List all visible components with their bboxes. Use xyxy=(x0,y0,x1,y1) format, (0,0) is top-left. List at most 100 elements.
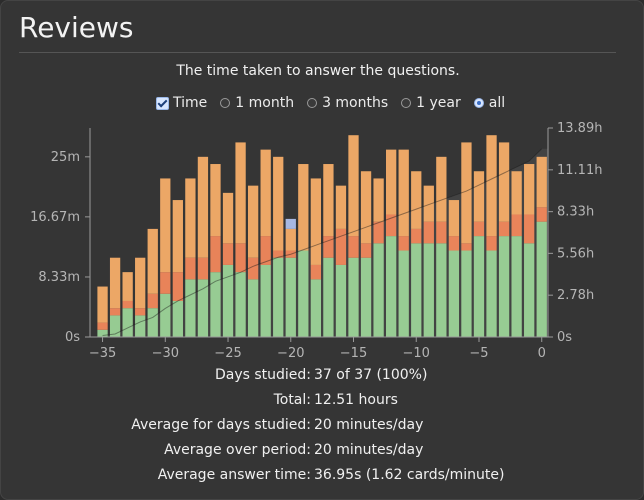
stat-label: Total: xyxy=(273,392,311,408)
y-tick-label-right: 8.33h xyxy=(557,205,594,220)
bar-segment xyxy=(398,149,409,237)
bar-segment xyxy=(473,221,485,237)
bar-segment xyxy=(135,308,146,316)
bar-segment xyxy=(436,243,447,337)
bar-segment xyxy=(360,257,372,337)
bar-segment xyxy=(185,178,196,258)
bar-segment xyxy=(524,243,535,337)
bar-segment xyxy=(373,221,384,244)
radio-unselected-icon[interactable] xyxy=(401,98,412,108)
range-radio-1-month[interactable]: 1 month xyxy=(220,95,294,111)
bar-segment xyxy=(335,185,347,229)
bar-segment xyxy=(473,171,485,222)
y-tick-label-left: 8.33m xyxy=(38,270,80,285)
bar-segment xyxy=(373,178,384,222)
stat-value: 37 of 37 (100%) xyxy=(314,367,428,383)
bar-segment xyxy=(411,243,422,337)
bar-segment xyxy=(323,236,334,258)
bar-segment xyxy=(536,221,547,337)
stats-row: Average over period: 20 minutes/day xyxy=(1,442,644,462)
stats-row: Average for days studied: 20 minutes/day xyxy=(1,417,644,437)
stat-value: 20 minutes/day xyxy=(314,442,424,458)
bar-segment xyxy=(247,185,259,258)
bar-segment xyxy=(210,272,221,337)
bar-segment xyxy=(335,228,347,265)
bar-segment xyxy=(172,300,183,337)
bar-segment xyxy=(222,243,234,265)
bar-segment xyxy=(298,164,309,251)
cumulative-area xyxy=(97,148,548,337)
x-tick-label: −10 xyxy=(403,346,430,361)
bar-segment xyxy=(323,164,334,237)
bar-segment xyxy=(461,250,472,337)
stats-row: Average answer time: 36.95s (1.62 cards/… xyxy=(1,467,644,487)
bar-segment xyxy=(298,250,309,337)
radio-unselected-icon[interactable] xyxy=(220,98,231,108)
bar-segment xyxy=(373,243,384,337)
bar-segment xyxy=(122,300,133,309)
bar-segment xyxy=(524,164,535,215)
range-radio-1-year[interactable]: 1 year xyxy=(401,95,461,111)
x-tick-label: −5 xyxy=(469,346,488,361)
bar-segment xyxy=(461,243,472,251)
bar-segment xyxy=(310,279,322,337)
title-divider xyxy=(19,52,616,53)
bar-segment xyxy=(524,214,535,244)
bar-segment xyxy=(473,236,485,337)
bar-segment xyxy=(109,308,121,316)
bar-segment xyxy=(310,178,322,265)
y-tick-label-left: 25m xyxy=(51,150,80,165)
bar-segment xyxy=(197,279,209,337)
page-title: Reviews xyxy=(19,11,134,44)
bar-segment xyxy=(235,243,246,273)
y-tick-label-right: 0s xyxy=(557,330,572,345)
bar-segment xyxy=(398,236,409,251)
stat-label: Average answer time: xyxy=(157,467,311,483)
bar-segment xyxy=(360,171,372,244)
bar-segment xyxy=(160,272,171,294)
bar-segment xyxy=(185,279,196,337)
x-tick-label: −35 xyxy=(89,346,116,361)
checkbox-checked-icon[interactable] xyxy=(156,96,169,110)
bar-segment xyxy=(511,236,522,337)
bar-segment xyxy=(498,236,510,337)
bar-segment xyxy=(185,257,196,280)
stat-value: 12.51 hours xyxy=(314,392,398,408)
bar-segment xyxy=(273,257,284,337)
x-tick-label: −30 xyxy=(152,346,179,361)
time-checkbox[interactable]: Time xyxy=(156,95,207,111)
bar-segment xyxy=(273,250,284,258)
bar-segment xyxy=(235,142,246,244)
bar-segment xyxy=(97,329,108,337)
radio-unselected-icon[interactable] xyxy=(307,98,318,108)
bar-segment xyxy=(97,286,108,323)
bar-segment xyxy=(222,264,234,337)
stat-value: 20 minutes/day xyxy=(314,417,424,433)
bar-segment xyxy=(461,142,472,244)
range-radio-3-months[interactable]: 3 months xyxy=(307,95,388,111)
y-tick-label-right: 2.78h xyxy=(557,288,594,303)
bar-segment xyxy=(122,308,133,337)
bar-segment xyxy=(536,207,547,222)
x-tick-label: −25 xyxy=(214,346,241,361)
bar-segment xyxy=(423,221,434,244)
bar-segment xyxy=(423,243,434,337)
range-radio-all[interactable]: all xyxy=(473,95,506,111)
bar-segment xyxy=(348,236,359,258)
radio-selected-icon[interactable] xyxy=(473,98,484,108)
range-label: all xyxy=(488,95,506,111)
bar-segment xyxy=(285,228,296,251)
bar-segment xyxy=(360,243,372,258)
bar-segment xyxy=(135,257,146,309)
bar-segment xyxy=(210,164,221,237)
stat-label: Average for days studied: xyxy=(131,417,311,433)
bar-segment xyxy=(411,228,422,244)
bar-segment xyxy=(273,156,284,251)
bar-segment xyxy=(386,149,397,215)
bar-highlight xyxy=(285,218,296,229)
bar-segment xyxy=(486,236,497,251)
bar-segment xyxy=(260,236,271,265)
bar-segment xyxy=(486,250,497,337)
bar-segment xyxy=(398,250,409,337)
